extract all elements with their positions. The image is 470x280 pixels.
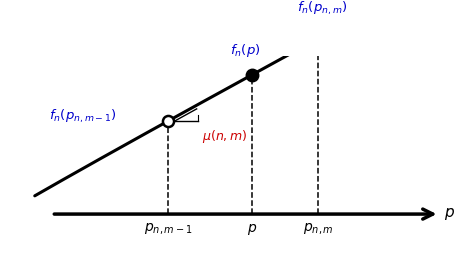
Text: $p$: $p$ [247,222,257,237]
Text: $p_{n,m-1}$: $p_{n,m-1}$ [144,222,193,237]
Text: $f_n(p)$: $f_n(p)$ [230,41,260,59]
Text: $p$: $p$ [445,206,455,222]
Text: $f_n(p_{n,m})$: $f_n(p_{n,m})$ [298,0,348,17]
Text: $p_{n,m}$: $p_{n,m}$ [303,222,334,237]
Text: $f_n(p_{n,m-1})$: $f_n(p_{n,m-1})$ [49,108,117,125]
Text: $\mu(n,m)$: $\mu(n,m)$ [202,128,247,145]
